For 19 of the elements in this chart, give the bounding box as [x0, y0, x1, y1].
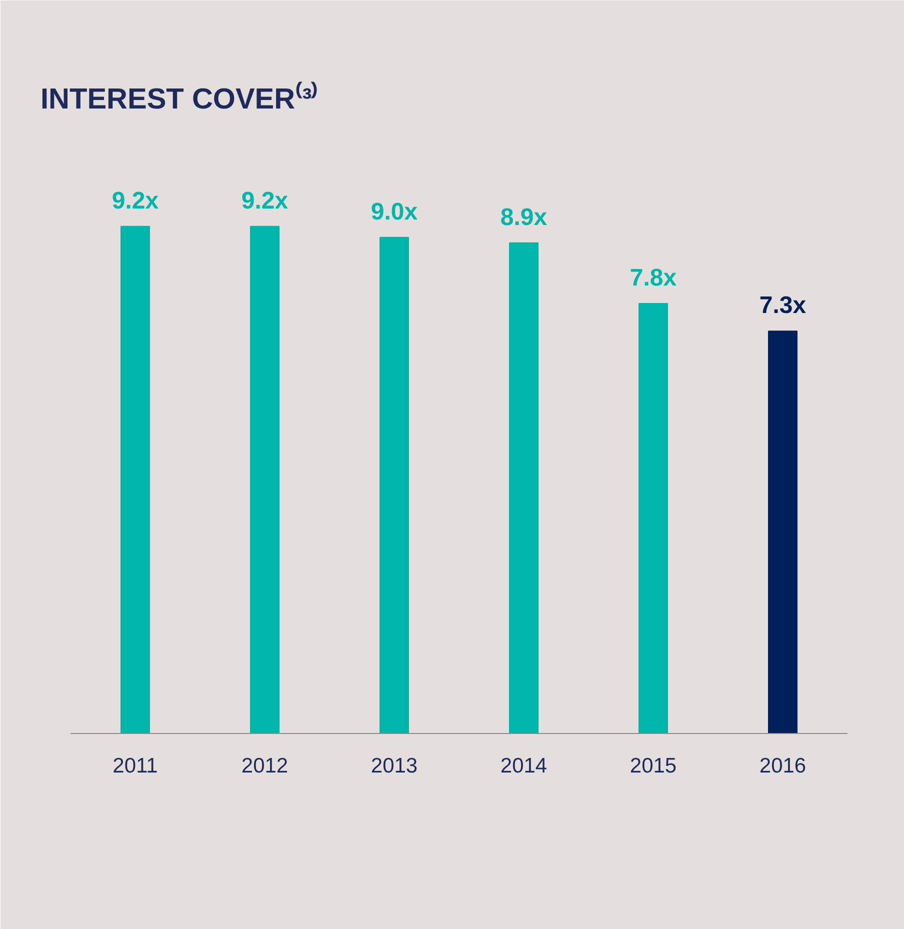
data-label: 7.8x	[630, 264, 678, 292]
x-tick-label: 2016	[759, 754, 806, 778]
data-label: 7.3x	[759, 292, 807, 320]
data-label: 9.2x	[112, 187, 160, 214]
x-tick-label: 2013	[370, 754, 418, 778]
bar	[250, 226, 280, 734]
data-label: 9.2x	[241, 187, 289, 214]
bar	[768, 330, 798, 734]
x-tick-label: 2012	[241, 754, 288, 778]
chart-title: INTEREST COVER⁽³⁾	[40, 82, 319, 116]
x-tick-label: 2014	[500, 754, 548, 778]
data-label: 8.9x	[500, 204, 548, 231]
bar	[380, 236, 409, 734]
bar	[509, 242, 538, 734]
x-tick-label: 2011	[112, 754, 158, 778]
bar	[120, 226, 150, 734]
data-label: 9.0x	[370, 198, 418, 226]
x-tick-label: 2015	[630, 754, 677, 778]
bar	[638, 303, 668, 734]
